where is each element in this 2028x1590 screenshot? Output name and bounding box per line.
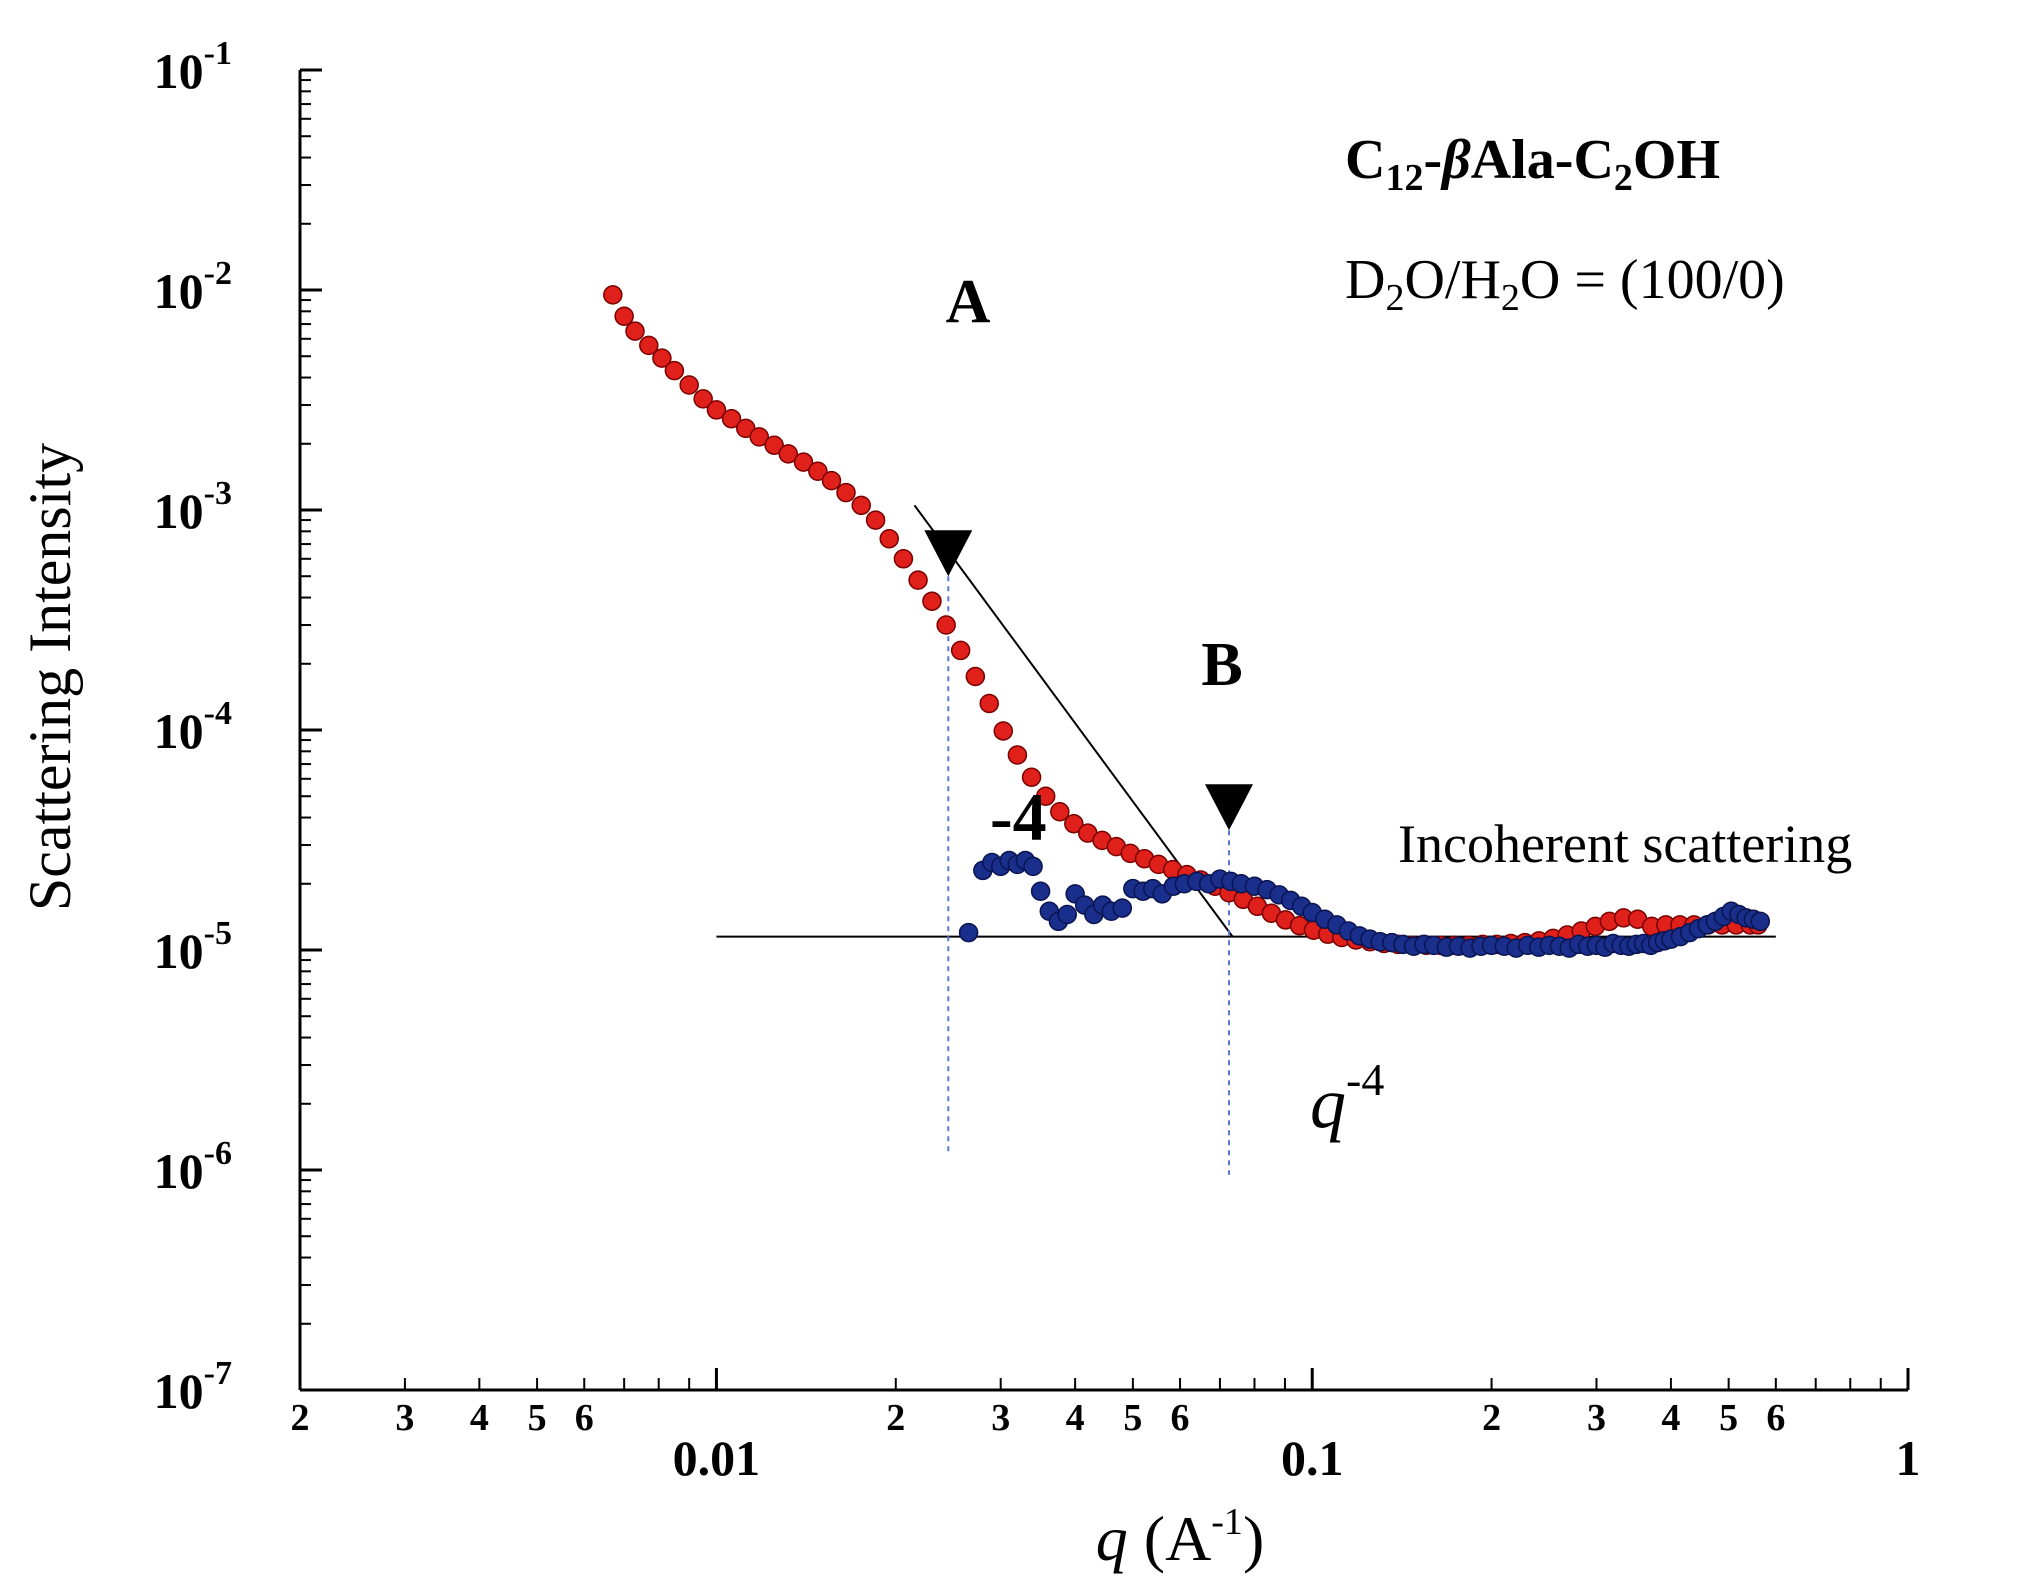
measured-point	[879, 529, 899, 549]
measured-point	[979, 693, 999, 714]
x-tick-label: 0.01	[673, 1430, 761, 1486]
incoherent-subtracted-point	[1030, 881, 1051, 901]
measured-point	[664, 360, 685, 381]
chart-labels: Scattering Intensity q (A-1) C12-βAla-C2…	[17, 129, 1852, 1574]
x-axis-label-unit: (A	[1128, 1503, 1212, 1574]
solvent-ratio: D2O/H2O = (100/0)	[1345, 249, 1785, 319]
measured-point	[603, 285, 623, 305]
measured-point	[1021, 767, 1042, 787]
y-tick-label: 10-1	[154, 35, 232, 99]
y-tick-base: 10	[154, 263, 204, 319]
x-minor-tick-label: 4	[1661, 1397, 1680, 1439]
measured-point	[893, 549, 914, 569]
y-axis-label: Scattering Intensity	[17, 443, 83, 911]
slope-label: -4	[990, 779, 1047, 855]
y-tick-exp: -3	[204, 475, 232, 512]
measured-point	[908, 570, 928, 590]
y-tick-label: 10-4	[154, 695, 232, 759]
measured-point	[865, 510, 886, 530]
marker-lines	[924, 530, 1254, 1175]
incoherent-label: Incoherent scattering	[1398, 814, 1852, 874]
y-tick-base: 10	[154, 923, 204, 979]
x-minor-tick-label: 5	[528, 1397, 547, 1439]
x-minor-tick-label: 4	[470, 1397, 489, 1439]
measured-point	[764, 435, 784, 455]
measured-point	[706, 400, 727, 420]
y-tick-base: 10	[154, 703, 204, 759]
marker-b-label: B	[1201, 631, 1242, 699]
measured-point	[625, 321, 645, 341]
x-minor-tick-label: 5	[1719, 1397, 1738, 1439]
x-axis-label-exp: -1	[1211, 1501, 1243, 1543]
x-minor-tick-label: 2	[886, 1397, 905, 1439]
y-tick-base: 10	[154, 43, 204, 99]
y-tick-exp: -6	[204, 1135, 232, 1172]
measured-point	[679, 375, 699, 395]
measured-point	[993, 721, 1014, 741]
chart-title: C12-βAla-C2OH	[1345, 129, 1720, 199]
x-axis-label: q (A-1)	[1096, 1501, 1265, 1574]
x-minor-tick-label: 3	[991, 1397, 1010, 1439]
data-points	[603, 285, 1771, 958]
measured-point	[965, 666, 986, 687]
x-minor-tick-label: 3	[395, 1397, 414, 1439]
incoherent-subtracted-point	[958, 922, 979, 943]
measured-point	[749, 427, 770, 447]
measured-point	[639, 335, 659, 356]
x-axis-label-close: )	[1243, 1503, 1264, 1574]
measured-point	[652, 348, 672, 368]
x-minor-tick-label: 5	[1123, 1397, 1142, 1439]
measured-point	[808, 461, 828, 482]
measured-point	[1064, 813, 1084, 834]
measured-point	[614, 306, 634, 326]
y-tick-exp: -1	[204, 35, 232, 72]
incoherent-subtracted-point	[1112, 898, 1133, 918]
x-minor-tick-label: 6	[1766, 1397, 1785, 1439]
y-tick-exp: -4	[204, 695, 232, 732]
x-minor-tick-label: 2	[1482, 1397, 1501, 1439]
measured-point	[1050, 802, 1070, 822]
y-tick-label: 10-5	[154, 915, 232, 979]
x-tick-label: 0.1	[1281, 1430, 1344, 1486]
measured-point	[851, 495, 871, 516]
measured-point	[950, 640, 971, 661]
q-power-label: q-4	[1310, 1054, 1384, 1143]
measured-point	[693, 389, 713, 409]
x-minor-tick-label: 6	[575, 1397, 594, 1439]
y-tick-label: 10-2	[154, 255, 232, 319]
x-minor-tick-label: 4	[1066, 1397, 1085, 1439]
measured-point	[922, 591, 942, 611]
measured-point	[778, 444, 799, 464]
chart-axes: 10-710-610-510-410-310-210-10.01 0.1 12 3 4 5…	[154, 35, 1921, 1486]
measured-point	[821, 470, 842, 491]
marker-a-arrow	[924, 530, 973, 577]
marker-b-arrow	[1205, 784, 1254, 831]
x-tick-label: 1	[1896, 1430, 1921, 1486]
x-minor-tick-label: 6	[1171, 1397, 1190, 1439]
x-minor-tick-label: 2	[291, 1397, 310, 1439]
measured-point	[721, 408, 742, 429]
incoherent-subtracted-point	[1750, 911, 1771, 932]
x-minor-tick-label: 3	[1587, 1397, 1606, 1439]
measured-point	[836, 482, 856, 503]
y-tick-exp: -2	[204, 255, 232, 292]
y-tick-base: 10	[154, 483, 204, 539]
x-axis-label-q: q	[1096, 1503, 1128, 1574]
marker-a-label: A	[946, 268, 991, 336]
y-tick-label: 10-6	[154, 1135, 232, 1199]
incoherent-subtracted-point	[1057, 904, 1078, 925]
y-tick-exp: -5	[204, 915, 232, 952]
measured-point	[1035, 786, 1056, 806]
y-tick-base: 10	[154, 1143, 204, 1199]
y-tick-label: 10-7	[154, 1355, 232, 1419]
y-tick-base: 10	[154, 1363, 204, 1419]
measured-point	[1007, 745, 1028, 765]
y-tick-exp: -7	[204, 1355, 232, 1392]
incoherent-subtracted-point	[1023, 856, 1043, 877]
y-tick-label: 10-3	[154, 475, 232, 539]
measured-point	[793, 452, 814, 472]
measured-point	[936, 615, 956, 635]
